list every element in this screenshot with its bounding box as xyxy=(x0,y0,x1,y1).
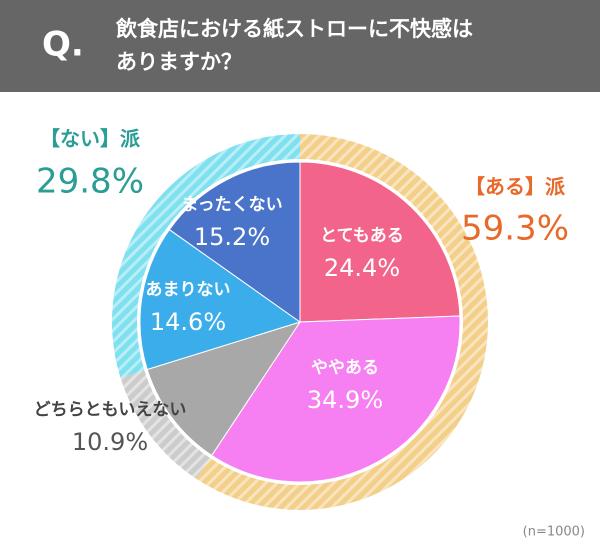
ring-segment xyxy=(196,134,488,510)
slice-value: 10.9% xyxy=(72,428,148,456)
slice-label: とてもある xyxy=(320,226,404,246)
header-band xyxy=(0,0,600,92)
sample-note: (n=1000) xyxy=(523,525,585,540)
slice-value: 14.6% xyxy=(150,308,226,336)
pie-slice xyxy=(211,315,461,483)
group-label: 【ある】派 xyxy=(465,175,566,199)
slice-value: 34.9% xyxy=(307,386,383,414)
pie-slice xyxy=(139,228,302,371)
q-mark: Q. xyxy=(42,25,84,65)
slice-label: ややある xyxy=(311,358,379,378)
slice-value: 15.2% xyxy=(194,223,270,251)
ring-segment xyxy=(120,370,211,479)
pie-slice xyxy=(168,161,301,323)
group-label: 【ない】派 xyxy=(40,127,141,151)
group-value: 59.3% xyxy=(461,209,569,249)
question-line: 飲食店における紙ストローに不快感は xyxy=(115,17,473,41)
slice-label: あまりない xyxy=(146,280,231,300)
slice-label: どちらともいえない xyxy=(34,400,187,420)
slice-label: まったくない xyxy=(181,195,282,215)
slice-value: 24.4% xyxy=(324,254,400,282)
pie-slice xyxy=(146,321,302,457)
question-line: ありますか？ xyxy=(116,50,242,74)
pie-slice xyxy=(299,161,461,323)
ring-segment xyxy=(112,134,300,378)
group-value: 29.8% xyxy=(36,162,144,202)
